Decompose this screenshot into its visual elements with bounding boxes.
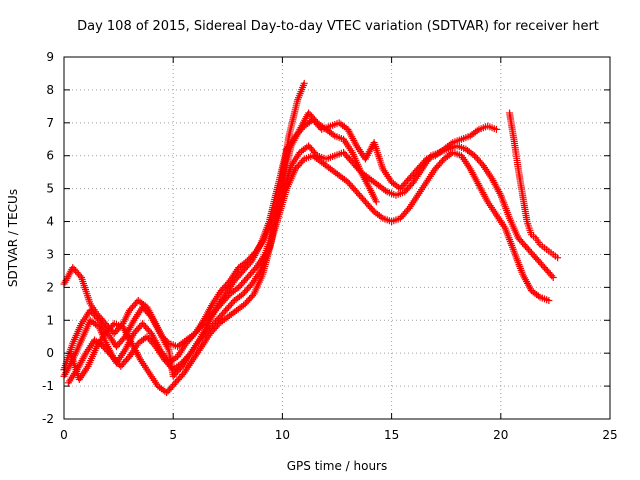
x-tick-label: 25 — [602, 428, 617, 442]
y-tick-label: 4 — [46, 215, 54, 229]
x-tick-label: 20 — [493, 428, 508, 442]
y-tick-label: 6 — [46, 149, 54, 163]
y-tick-label: 7 — [46, 116, 54, 130]
data-point — [124, 354, 132, 362]
series-track-f — [506, 109, 562, 262]
data-point — [76, 272, 84, 280]
y-tick-label: 2 — [46, 280, 54, 294]
x-tick-label: 0 — [60, 428, 68, 442]
data-point — [229, 298, 237, 306]
data-point — [548, 272, 556, 280]
data-point — [179, 371, 187, 379]
data-point — [554, 254, 562, 262]
y-tick-label: 5 — [46, 182, 54, 196]
data-point — [545, 297, 553, 305]
y-tick-label: -2 — [42, 412, 54, 426]
y-tick-label: 9 — [46, 50, 54, 64]
series-track-d — [64, 148, 553, 387]
data-point — [300, 79, 308, 87]
data-point — [299, 157, 307, 165]
y-axis-label: SDTVAR / TECUs — [6, 189, 20, 287]
chart-title: Day 108 of 2015, Sidereal Day-to-day VTE… — [77, 19, 599, 34]
data-point — [492, 125, 500, 133]
data-point — [93, 315, 101, 323]
data-point — [369, 206, 377, 214]
x-tick-label: 5 — [169, 428, 177, 442]
data-point — [225, 292, 233, 300]
data-point — [404, 206, 412, 214]
axis-ticks — [63, 56, 611, 420]
data-point — [150, 341, 158, 349]
series-track-c — [60, 142, 557, 380]
x-tick-labels: 0 5 10 15 20 25 — [60, 428, 617, 442]
y-tick-label: 0 — [46, 346, 54, 360]
y-tick-label: 1 — [46, 313, 54, 327]
data-point — [251, 265, 259, 273]
x-axis-label: GPS time / hours — [287, 459, 388, 473]
data-point — [356, 167, 364, 175]
data-point — [439, 157, 447, 165]
series-track-b — [60, 116, 500, 380]
data-point — [299, 124, 307, 132]
plot-frame — [63, 56, 611, 420]
y-tick-label: 8 — [46, 83, 54, 97]
data-point — [372, 198, 380, 206]
data-point — [185, 351, 193, 359]
y-tick-label: 3 — [46, 247, 54, 261]
data-point — [246, 282, 254, 290]
data-point — [249, 292, 257, 300]
data-point — [408, 180, 416, 188]
y-tick-labels: -2 -1 0 1 2 3 4 5 6 7 8 9 — [42, 50, 54, 426]
data-point — [214, 321, 222, 329]
x-tick-label: 10 — [275, 428, 290, 442]
data-point — [549, 273, 557, 281]
series-track-e — [67, 79, 308, 397]
x-tick-label: 15 — [384, 428, 399, 442]
data-point — [478, 160, 486, 168]
data-points — [60, 79, 562, 397]
y-tick-label: -1 — [42, 379, 54, 393]
